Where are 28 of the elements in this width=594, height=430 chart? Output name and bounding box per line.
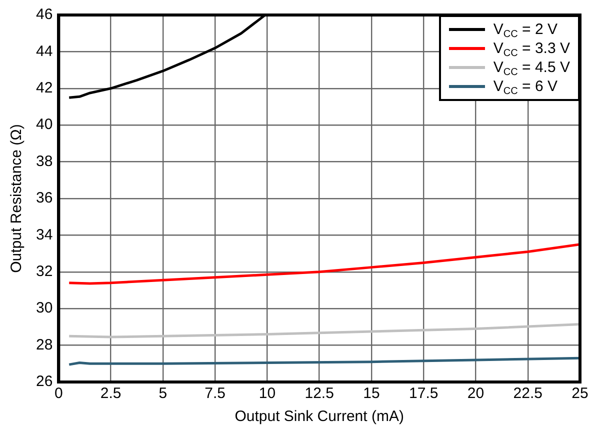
x-tick-label: 0 [54,385,63,402]
y-tick-label: 40 [36,116,53,134]
legend-label: V$_{CC}$ = 4.5 V [493,58,570,78]
y-tick-label: 28 [36,336,53,354]
x-tick-label: 5 [158,385,168,402]
y-tick-label: 36 [36,190,53,207]
legend-label: V$_{CC}$ = 2 V [493,20,558,40]
x-tick-label: 7.5 [204,385,226,402]
x-tick-label: 17.5 [409,385,438,402]
y-tick-label: 32 [36,263,53,280]
y-tick-label: 42 [36,80,53,97]
legend-label: V$_{CC}$ = 3.3 V [493,39,570,59]
y-axis-title: Output Resistance (Ω) [8,124,26,273]
y-tick-label: 26 [36,373,53,390]
x-tick-label: 2.5 [100,385,122,402]
legend-label: V$_{CC}$ = 6 V [493,77,558,97]
y-tick-label: 44 [36,42,53,60]
x-tick-label: 22.5 [513,385,542,402]
y-tick-label: 38 [36,152,53,170]
x-tick-label: 10 [258,385,276,402]
x-axis-title: Output Sink Current (mA) [234,408,404,426]
x-tick-label: 12.5 [304,385,334,402]
x-tick-label: 20 [467,385,484,402]
x-tick-label: 15 [363,385,380,402]
y-tick-label: 30 [36,300,53,317]
y-tick-label: 46 [36,6,53,24]
x-tick-label: 25 [572,385,588,402]
y-tick-label: 34 [36,226,53,244]
